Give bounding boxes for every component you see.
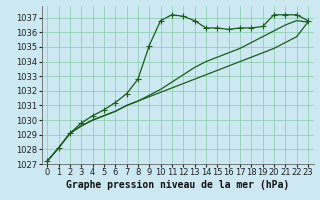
X-axis label: Graphe pression niveau de la mer (hPa): Graphe pression niveau de la mer (hPa) [66,180,289,190]
